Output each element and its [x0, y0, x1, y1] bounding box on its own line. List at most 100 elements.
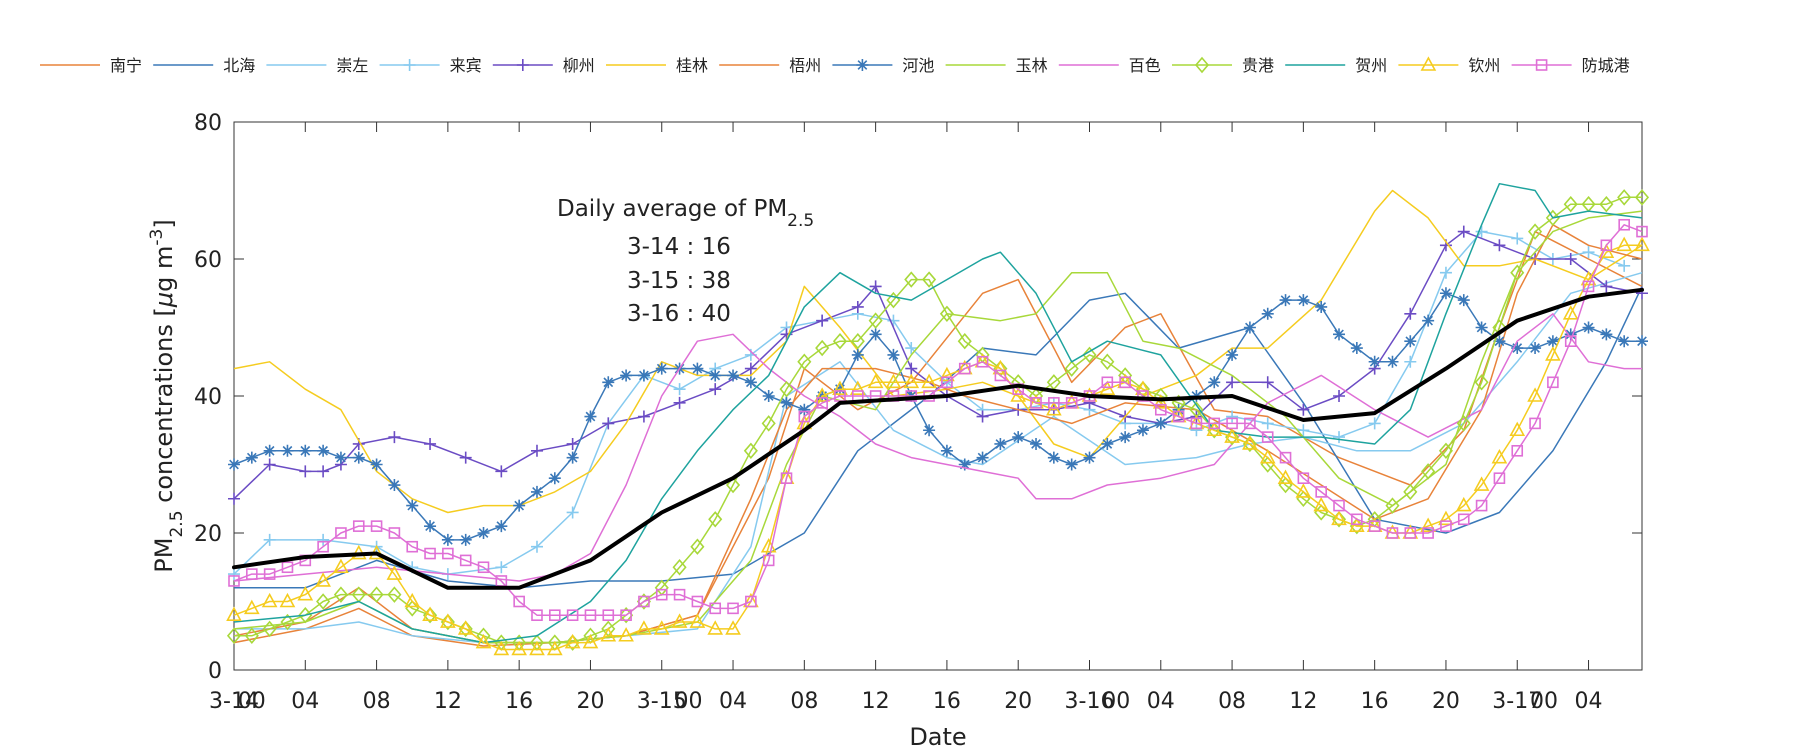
data-point — [637, 369, 650, 382]
legend-entry: 来宾 — [379, 56, 482, 75]
data-point — [564, 633, 581, 649]
data-point — [228, 575, 240, 587]
data-point — [904, 271, 919, 288]
data-point — [1545, 209, 1560, 227]
data-point — [689, 613, 706, 628]
data-point — [1315, 486, 1327, 498]
data-point — [922, 271, 937, 288]
data-point — [495, 465, 508, 478]
data-point — [976, 451, 989, 464]
legend-label: 梧州 — [789, 56, 821, 75]
data-point — [388, 527, 401, 539]
data-point — [1297, 472, 1310, 485]
y-tick-label: 80 — [194, 111, 222, 136]
data-point — [745, 595, 757, 608]
data-point — [316, 593, 331, 610]
y-tick-labels: 0 20 40 60 80 — [194, 111, 222, 684]
data-point — [315, 572, 331, 587]
data-point — [1154, 403, 1167, 416]
data-point — [887, 348, 900, 361]
data-point — [1315, 300, 1328, 313]
data-point — [1279, 451, 1292, 464]
data-point — [495, 520, 508, 533]
data-point — [1457, 294, 1470, 307]
data-point — [442, 547, 454, 560]
legend-label: 南宁 — [110, 56, 142, 75]
data-point — [707, 620, 724, 635]
x-tick-label: 04 — [1575, 689, 1603, 714]
data-point — [1244, 417, 1256, 430]
data-point — [333, 586, 348, 603]
data-point — [744, 362, 757, 375]
legend-label: 玉林 — [1016, 56, 1048, 75]
data-point — [386, 565, 403, 580]
data-point — [317, 533, 330, 546]
data-point — [477, 561, 490, 574]
data-point — [513, 499, 526, 512]
legend-entry: 北海 — [153, 56, 255, 75]
data-point — [1403, 483, 1418, 501]
data-point — [263, 458, 276, 471]
data-point — [1491, 448, 1508, 464]
data-point — [1562, 305, 1579, 320]
data-point — [849, 380, 866, 395]
data-point — [709, 602, 722, 615]
legend: 南宁 北海 崇左 来宾 柳州 桂林 梧州 河池 玉林 百色 贵港 贺州 钦州 防城港 — [40, 56, 1630, 75]
y-tick-label: 40 — [194, 385, 222, 410]
data-point — [333, 558, 349, 574]
data-point — [1545, 346, 1561, 361]
data-point — [1617, 189, 1632, 206]
data-point — [1420, 517, 1436, 532]
data-point — [673, 383, 686, 396]
legend-label: 百色 — [1129, 56, 1161, 75]
data-point — [1030, 437, 1043, 450]
data-point — [887, 314, 900, 327]
data-point — [549, 609, 561, 622]
data-point — [1333, 431, 1346, 444]
data-point — [798, 403, 811, 416]
data-point — [530, 485, 543, 498]
data-point — [958, 458, 971, 471]
data-point — [671, 613, 688, 628]
data-point — [1564, 335, 1577, 348]
data-point — [1547, 376, 1559, 389]
data-point — [1224, 428, 1240, 443]
x-tick-label: 00 — [1102, 689, 1130, 714]
data-point — [388, 431, 401, 444]
data-point — [939, 366, 955, 382]
data-point — [923, 424, 936, 437]
data-point — [1261, 307, 1274, 320]
data-point — [424, 437, 437, 450]
legend-label: 贵港 — [1242, 56, 1274, 75]
data-point — [691, 362, 704, 375]
data-point — [1279, 294, 1292, 307]
data-point — [690, 538, 705, 555]
data-point — [1385, 497, 1400, 514]
annotation-line-1: 3-14 : 16 — [627, 234, 731, 260]
data-point — [1493, 239, 1506, 252]
data-point — [1030, 397, 1042, 409]
data-point — [1535, 59, 1548, 71]
axis-ticks — [233, 121, 1642, 671]
data-point — [850, 332, 865, 350]
data-point — [1194, 56, 1210, 74]
data-point — [1404, 335, 1417, 348]
data-point — [352, 520, 365, 532]
data-point — [1600, 328, 1613, 341]
data-point — [1048, 397, 1060, 409]
data-point — [727, 369, 740, 382]
x-tick-label: 12 — [434, 689, 462, 714]
data-point — [584, 410, 597, 423]
annotation-line-2: 3-15 : 38 — [627, 268, 731, 294]
x-tick-label: 00 — [238, 689, 266, 714]
x-tick-label: 04 — [291, 689, 319, 714]
data-point — [655, 588, 668, 601]
series-layer — [226, 182, 1650, 656]
x-tick-label: 12 — [862, 689, 890, 714]
data-point — [352, 451, 365, 464]
legend-entry: 河池 — [832, 56, 934, 75]
data-point — [1509, 421, 1526, 437]
data-point — [299, 444, 312, 457]
data-point — [1475, 321, 1488, 334]
legend-entry: 桂林 — [606, 56, 708, 75]
